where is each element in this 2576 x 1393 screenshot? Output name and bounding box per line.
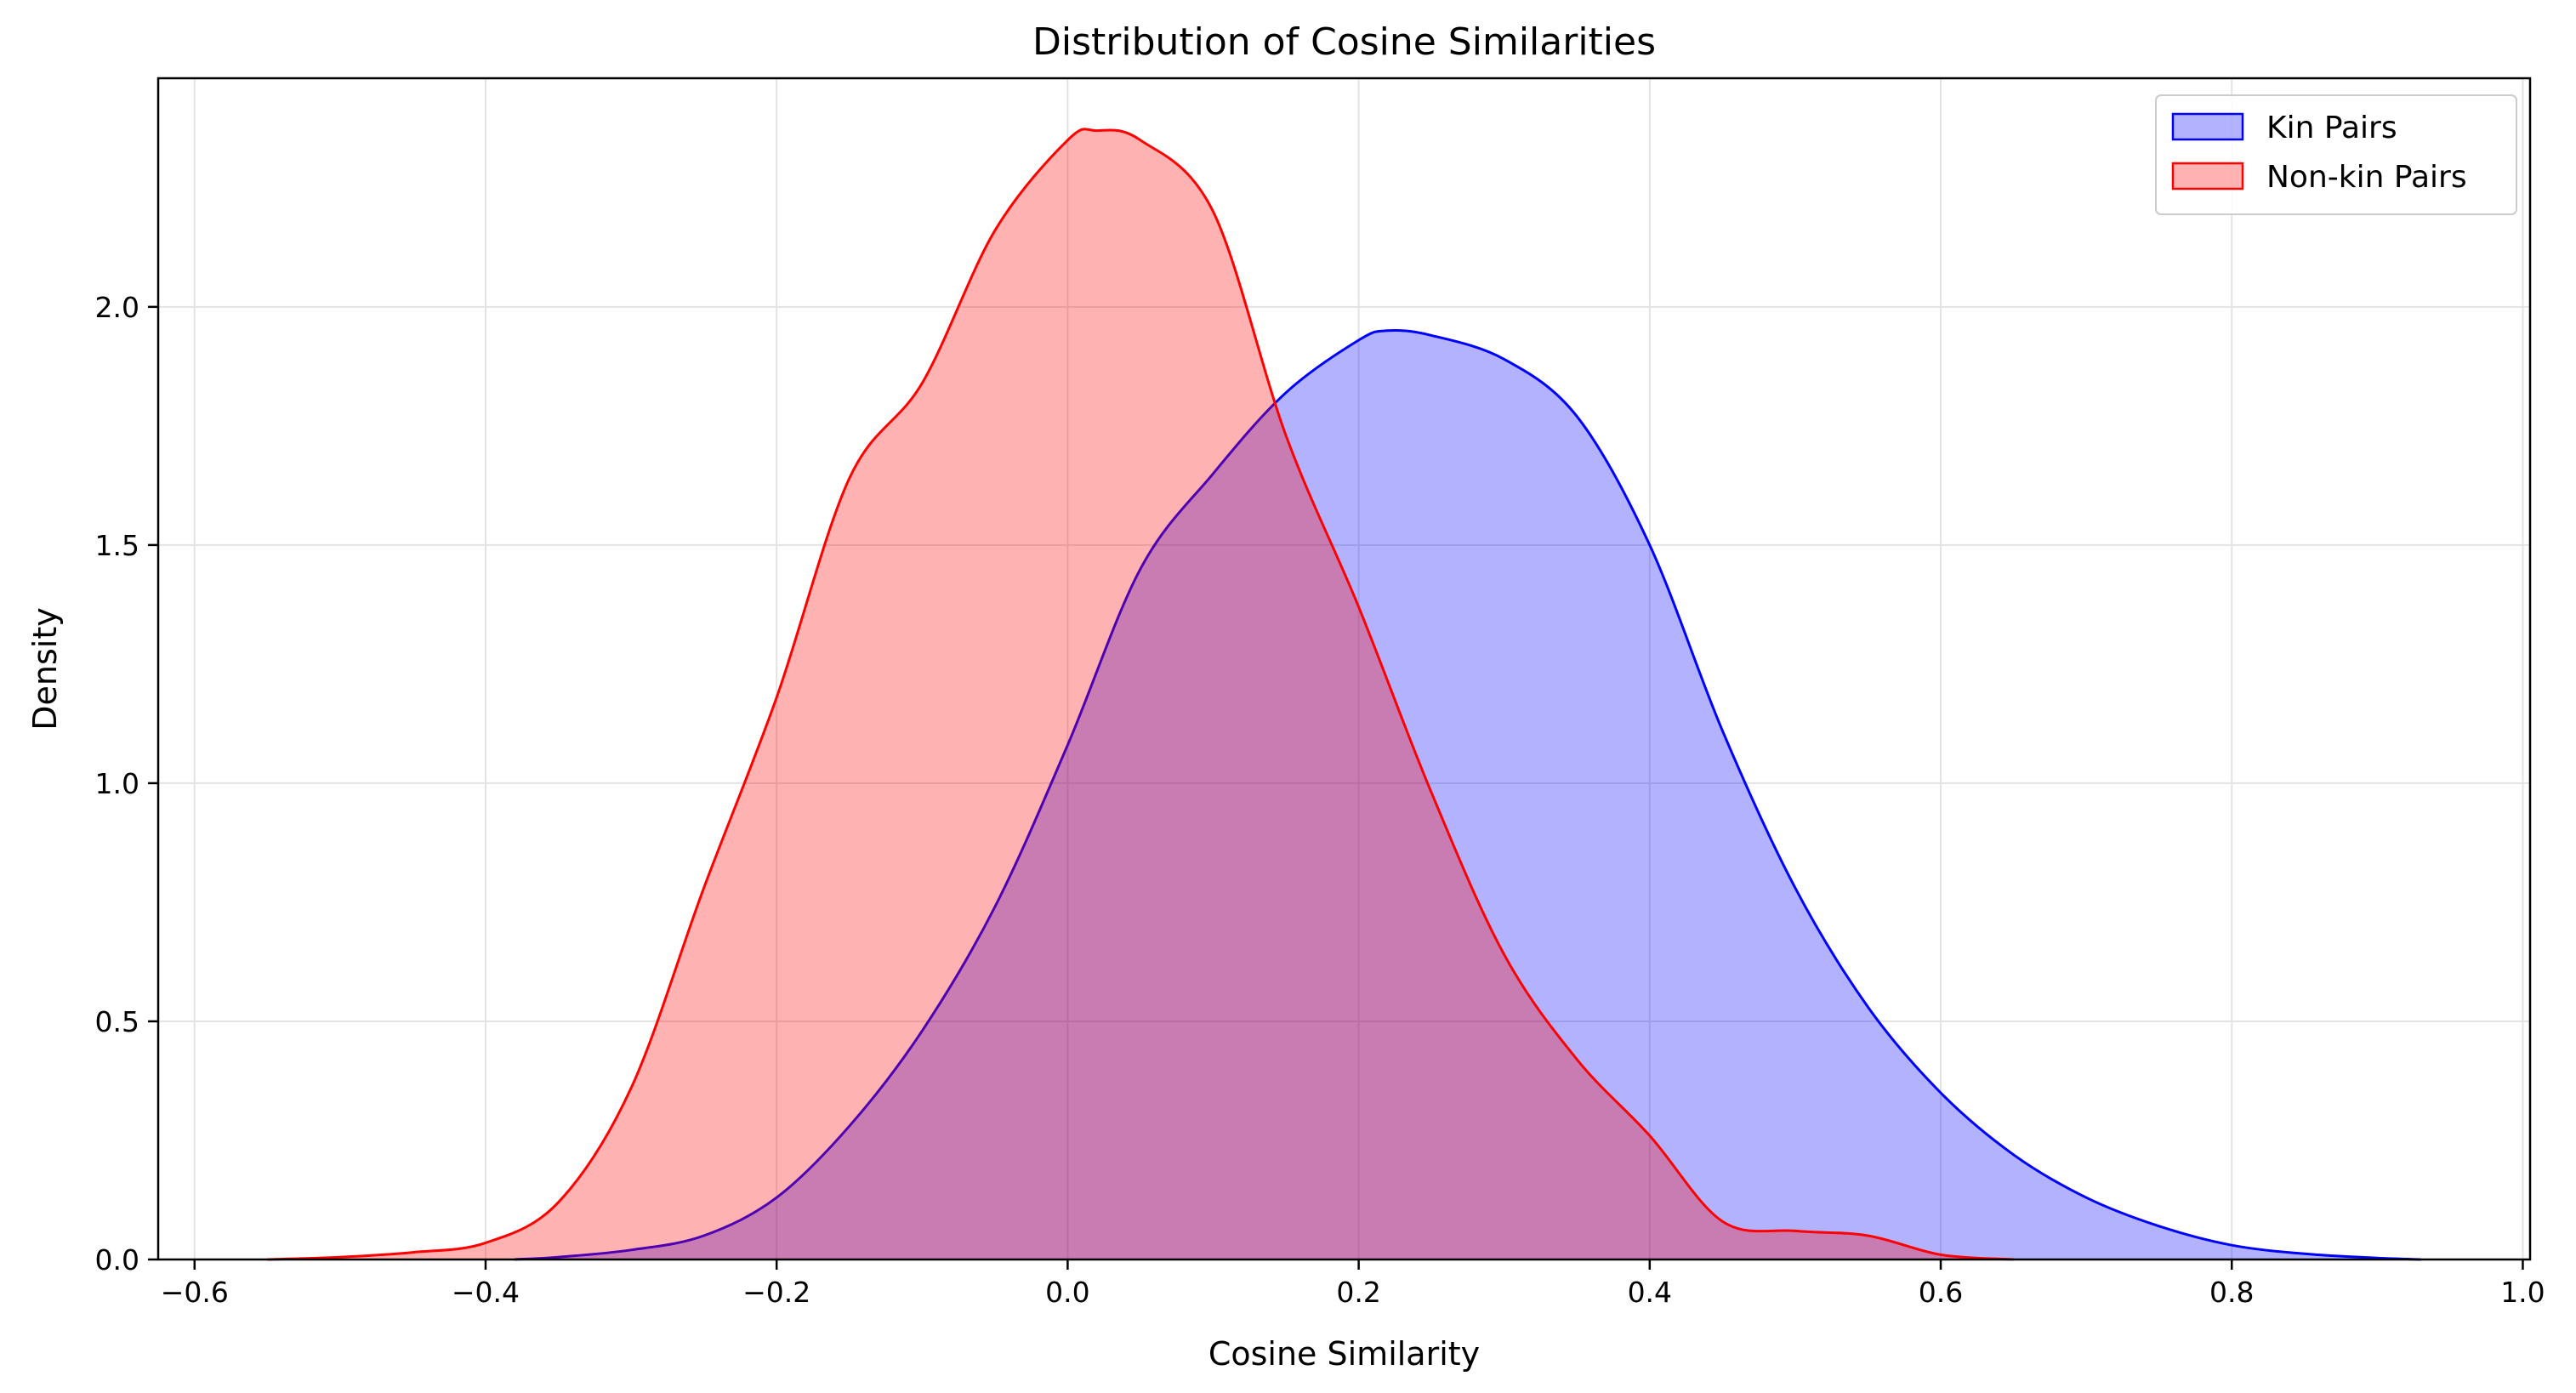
x-tick-label: −0.6 xyxy=(161,1276,229,1309)
axis-ticks: −0.6 −0.4 −0.2 0.0 0.2 0.4 0.6 0.8 1.0 0.0 0.5 1.0 1… xyxy=(95,291,2545,1309)
y-tick-label: 1.5 xyxy=(95,529,139,562)
plot-frame xyxy=(156,77,2532,1261)
x-tick-label: 1.0 xyxy=(2500,1276,2545,1309)
y-tick-label: 2.0 xyxy=(95,291,139,324)
series-0-line xyxy=(515,329,2421,1261)
legend-swatch xyxy=(2171,112,2244,141)
series-areas xyxy=(267,128,2421,1261)
legend-box xyxy=(2155,94,2517,215)
y-axis-label: Density xyxy=(26,607,64,730)
x-tick-label: 0.8 xyxy=(2209,1276,2254,1309)
x-tick-label: −0.2 xyxy=(742,1276,810,1309)
legend-swatch xyxy=(2171,162,2244,190)
legend-label: Non-kin Pairs xyxy=(2266,160,2467,195)
legend-label: Kin Pairs xyxy=(2266,111,2397,145)
series-0-area xyxy=(515,330,2421,1259)
x-axis-label: Cosine Similarity xyxy=(1208,1335,1480,1373)
x-tick-label: 0.0 xyxy=(1045,1276,1089,1309)
chart-title: Distribution of Cosine Similarities xyxy=(1032,20,1656,64)
series-1-area xyxy=(267,128,2014,1259)
series-1-line xyxy=(267,128,2014,1261)
x-tick-label: 0.2 xyxy=(1336,1276,1380,1309)
x-tick-label: 0.6 xyxy=(1919,1276,1963,1309)
x-tick-label: −0.4 xyxy=(452,1276,520,1309)
y-tick-label: 0.0 xyxy=(95,1243,139,1276)
y-tick-label: 1.0 xyxy=(95,767,139,800)
x-tick-label: 0.4 xyxy=(1628,1276,1672,1309)
y-tick-label: 0.5 xyxy=(95,1005,139,1038)
legend: Kin Pairs Non-kin Pairs xyxy=(2155,94,2517,215)
